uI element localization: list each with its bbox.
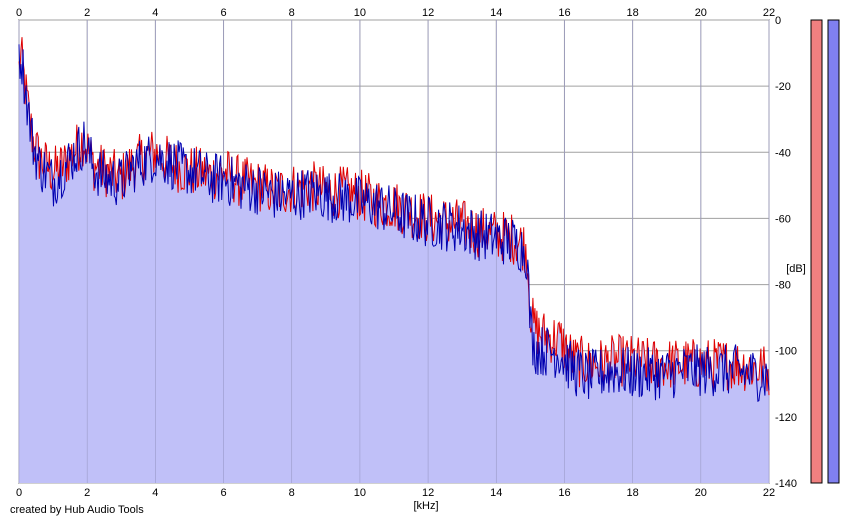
x-tick-top-label: 8 bbox=[289, 7, 295, 19]
x-tick-top-label: 18 bbox=[627, 7, 639, 19]
x-tick-label: 8 bbox=[289, 487, 295, 499]
x-tick-label: 10 bbox=[354, 487, 366, 499]
y-tick-label: -60 bbox=[775, 213, 791, 225]
x-tick-label: 12 bbox=[422, 487, 434, 499]
x-tick-top-label: 14 bbox=[490, 7, 502, 19]
x-tick-label: 6 bbox=[220, 487, 226, 499]
level-meter-left bbox=[810, 19, 823, 484]
y-axis-ticks: 0 -20 -40 -60 -80 -100 -120 -140 bbox=[775, 15, 797, 490]
x-tick-top-label: 10 bbox=[354, 7, 366, 19]
spectrum-fill bbox=[18, 20, 770, 483]
y-tick-label: -80 bbox=[775, 280, 791, 292]
spectrum-lines bbox=[18, 37, 770, 402]
x-axis-bottom-ticks: 0 2 4 6 8 10 12 14 16 18 20 22 bbox=[16, 487, 775, 499]
footer-credit: created by Hub Audio Tools bbox=[10, 504, 144, 516]
y-tick-label: -140 bbox=[775, 478, 797, 490]
spectrum-area bbox=[19, 37, 769, 483]
x-tick-label: 18 bbox=[627, 487, 639, 499]
x-tick-label: 4 bbox=[152, 487, 158, 499]
y-tick-label: -20 bbox=[775, 81, 791, 93]
y-tick-label: -40 bbox=[775, 147, 791, 159]
x-tick-top-label: 2 bbox=[84, 7, 90, 19]
x-tick-label: 22 bbox=[763, 487, 775, 499]
x-tick-label: 2 bbox=[84, 487, 90, 499]
x-tick-label: 14 bbox=[490, 487, 502, 499]
x-axis-top-ticks: 0 2 4 6 8 10 12 14 16 18 20 22 bbox=[16, 7, 775, 19]
x-tick-label: 16 bbox=[558, 487, 570, 499]
x-tick-top-label: 0 bbox=[16, 7, 22, 19]
x-tick-top-label: 22 bbox=[763, 7, 775, 19]
x-axis-label: [kHz] bbox=[413, 500, 438, 512]
y-axis-label: [dB] bbox=[786, 263, 806, 275]
x-tick-top-label: 20 bbox=[695, 7, 707, 19]
x-tick-label: 20 bbox=[695, 487, 707, 499]
x-tick-top-label: 12 bbox=[422, 7, 434, 19]
series-right-line bbox=[18, 44, 770, 402]
y-tick-label: 0 bbox=[775, 15, 781, 27]
y-tick-label: -120 bbox=[775, 412, 797, 424]
x-tick-label: 0 bbox=[16, 487, 22, 499]
x-tick-top-label: 4 bbox=[152, 7, 158, 19]
level-meters bbox=[810, 19, 840, 484]
x-tick-top-label: 6 bbox=[220, 7, 226, 19]
level-meter-right bbox=[827, 19, 840, 484]
x-tick-top-label: 16 bbox=[558, 7, 570, 19]
y-tick-label: -100 bbox=[775, 346, 797, 358]
